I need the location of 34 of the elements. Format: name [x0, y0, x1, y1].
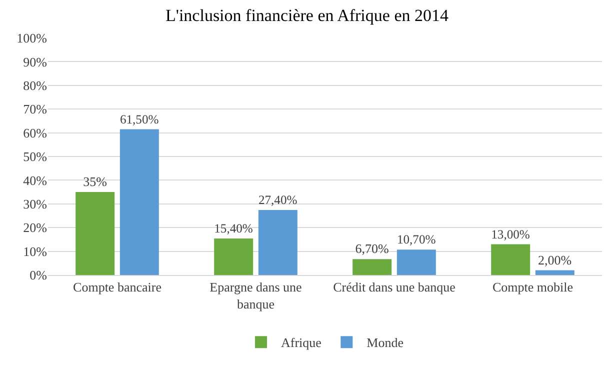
- bar: [120, 129, 159, 275]
- y-tick-label: 90%: [23, 54, 48, 70]
- data-label: 35%: [83, 174, 108, 190]
- y-tick-label: 50%: [23, 149, 48, 164]
- bar: [491, 244, 530, 275]
- data-label: 13,00%: [491, 227, 530, 242]
- y-tick-label: 10%: [23, 244, 48, 259]
- y-tick-label: 30%: [23, 196, 48, 212]
- x-tick-label: Compte mobile: [492, 280, 574, 295]
- legend-label: Monde: [366, 335, 404, 350]
- x-tick-label: Epargne dans une banque: [210, 280, 302, 312]
- data-label: 6,70%: [355, 241, 389, 256]
- bar: [352, 259, 392, 275]
- y-tick-label: 20%: [23, 220, 48, 236]
- data-label: 27,40%: [258, 193, 298, 208]
- data-label: 10,70%: [396, 232, 436, 247]
- y-tick-label: 60%: [23, 125, 48, 140]
- x-tick-label: Crédit dans une banque: [333, 280, 456, 295]
- y-tick-label: 70%: [23, 102, 48, 117]
- data-label: 2,00%: [538, 252, 572, 268]
- chart-title: L'inclusion financière en Afrique en 2014: [166, 6, 449, 26]
- y-tick-label: 80%: [23, 78, 48, 93]
- bar: [535, 270, 574, 275]
- x-tick-label: Compte bancaire: [73, 280, 162, 295]
- bar: [214, 238, 254, 275]
- data-label: 61,50%: [120, 112, 160, 126]
- y-tick-label: 40%: [23, 172, 48, 188]
- legend-label: Afrique: [281, 335, 322, 350]
- bar: [76, 192, 115, 275]
- y-tick-label: 0%: [30, 268, 48, 283]
- data-label: 15,40%: [214, 222, 254, 236]
- y-tick-label: 100%: [16, 30, 48, 46]
- bar: [258, 210, 298, 275]
- bar: [396, 250, 436, 275]
